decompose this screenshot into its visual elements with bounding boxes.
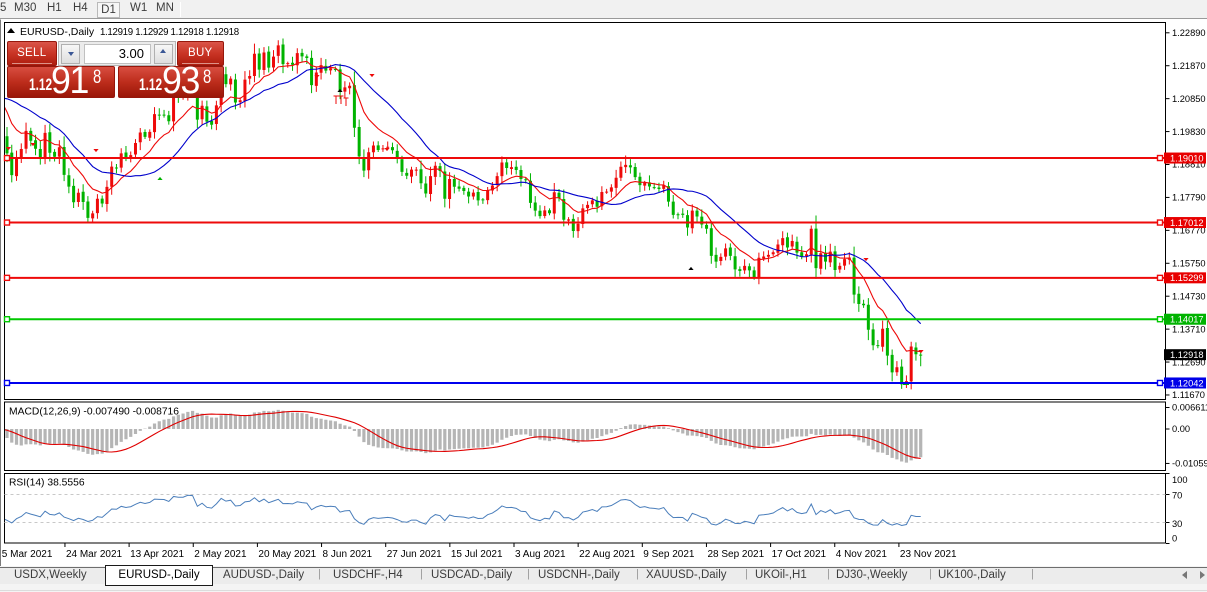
svg-text:5 Mar 2021: 5 Mar 2021 <box>2 549 53 560</box>
svg-text:0: 0 <box>1172 534 1177 544</box>
svg-text:1.17012: 1.17012 <box>1170 218 1204 228</box>
svg-text:1.14730: 1.14730 <box>1172 291 1206 301</box>
svg-text:1.18810: 1.18810 <box>1172 160 1206 170</box>
svg-text:2 May 2021: 2 May 2021 <box>194 549 247 560</box>
svg-text:1.19010: 1.19010 <box>1170 153 1204 163</box>
svg-text:100: 100 <box>1172 475 1188 485</box>
svg-text:-0.010597: -0.010597 <box>1172 459 1207 469</box>
svg-text:70: 70 <box>1172 490 1182 500</box>
svg-text:15 Jul 2021: 15 Jul 2021 <box>451 549 503 560</box>
svg-text:3 Aug 2021: 3 Aug 2021 <box>515 549 566 560</box>
svg-text:4 Nov 2021: 4 Nov 2021 <box>836 549 888 560</box>
svg-text:17 Oct 2021: 17 Oct 2021 <box>772 549 827 560</box>
svg-text:24 Mar 2021: 24 Mar 2021 <box>66 549 123 560</box>
svg-text:1.15299: 1.15299 <box>1170 273 1204 283</box>
svg-text:22 Aug 2021: 22 Aug 2021 <box>579 549 636 560</box>
svg-text:13 Apr 2021: 13 Apr 2021 <box>130 549 184 560</box>
svg-text:1.13710: 1.13710 <box>1172 324 1206 334</box>
svg-text:30: 30 <box>1172 519 1182 529</box>
svg-text:23 Nov 2021: 23 Nov 2021 <box>900 549 957 560</box>
svg-text:1.16770: 1.16770 <box>1172 226 1206 236</box>
svg-text:0.006611: 0.006611 <box>1172 403 1207 413</box>
svg-text:1.12690: 1.12690 <box>1172 357 1206 367</box>
svg-text:28 Sep 2021: 28 Sep 2021 <box>707 549 764 560</box>
svg-text:9 Sep 2021: 9 Sep 2021 <box>643 549 695 560</box>
svg-text:8 Jun 2021: 8 Jun 2021 <box>323 549 373 560</box>
svg-text:1.14017: 1.14017 <box>1170 315 1204 325</box>
svg-text:1.22890: 1.22890 <box>1172 28 1206 38</box>
svg-text:1.20850: 1.20850 <box>1172 94 1206 104</box>
svg-text:1.11670: 1.11670 <box>1172 390 1205 400</box>
svg-text:1.17790: 1.17790 <box>1172 193 1206 203</box>
svg-text:MACD(12,26,9) -0.007490 -0.008: MACD(12,26,9) -0.007490 -0.008716 <box>9 407 179 418</box>
svg-text:1.19830: 1.19830 <box>1172 127 1206 137</box>
svg-text:RSI(14) 38.5556: RSI(14) 38.5556 <box>9 478 85 489</box>
svg-text:20 May 2021: 20 May 2021 <box>258 549 316 560</box>
svg-text:1.15750: 1.15750 <box>1172 258 1206 268</box>
svg-text:0.00: 0.00 <box>1172 424 1190 434</box>
svg-text:1.21870: 1.21870 <box>1172 61 1206 71</box>
svg-text:1.12918: 1.12918 <box>1170 350 1204 360</box>
svg-text:1.12042: 1.12042 <box>1170 378 1204 388</box>
svg-text:27 Jun 2021: 27 Jun 2021 <box>387 549 442 560</box>
